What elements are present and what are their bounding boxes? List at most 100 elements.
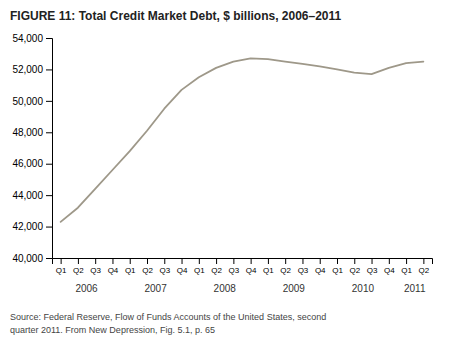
group-label: 2007 xyxy=(145,283,168,294)
tick: 48,000 xyxy=(12,127,52,138)
tick-mark xyxy=(46,38,52,39)
tick: Q4 xyxy=(246,258,257,275)
tick-label: 46,000 xyxy=(12,158,43,169)
tick-label: Q4 xyxy=(108,266,119,275)
group-label: 2009 xyxy=(283,283,306,294)
tick: Q3 xyxy=(298,258,309,275)
tick: Q2 xyxy=(211,258,222,275)
tick-label: 52,000 xyxy=(12,64,43,75)
tick: Q4 xyxy=(108,258,119,275)
tick-mark xyxy=(320,258,321,264)
tick-mark xyxy=(337,258,338,264)
tick: 44,000 xyxy=(12,190,52,201)
title: FIGURE 11: Total Credit Market Debt, $ b… xyxy=(10,9,342,23)
tick-label: Q2 xyxy=(280,266,291,275)
tick-mark xyxy=(164,258,165,264)
tick: Q1 xyxy=(125,258,136,275)
tick-label: 42,000 xyxy=(12,221,43,232)
tick: 50,000 xyxy=(12,96,52,107)
tick-label: Q4 xyxy=(246,266,257,275)
tick-mark xyxy=(233,258,234,264)
tick: Q3 xyxy=(90,258,101,275)
annotation: Source: Federal Reserve, Flow of Funds A… xyxy=(10,312,326,322)
tick-mark xyxy=(46,164,52,165)
tick-mark xyxy=(406,258,407,264)
tick-label: Q3 xyxy=(298,266,309,275)
tick: Q1 xyxy=(401,258,412,275)
tick-label: 44,000 xyxy=(12,190,43,201)
tick: 42,000 xyxy=(12,221,52,232)
marks xyxy=(61,58,424,221)
tick-label: Q1 xyxy=(125,266,136,275)
tick-mark xyxy=(46,101,52,102)
tick: Q3 xyxy=(159,258,170,275)
tick-mark xyxy=(285,258,286,264)
tick-mark xyxy=(302,258,303,264)
tick: Q2 xyxy=(419,258,430,275)
group-label: 2010 xyxy=(352,283,375,294)
line xyxy=(61,58,424,221)
tick-label: 40,000 xyxy=(12,253,43,264)
tick-label: Q1 xyxy=(263,266,274,275)
axis-line xyxy=(53,259,433,265)
y-axis: 40,000 42,000 44,000 46,000 48,000 50,000 52,0… xyxy=(12,33,52,264)
tick: Q1 xyxy=(56,258,67,275)
tick-label: Q4 xyxy=(177,266,188,275)
tick-mark xyxy=(423,258,424,264)
tick-label: Q2 xyxy=(73,266,84,275)
tick: 54,000 xyxy=(12,33,52,44)
tick: Q1 xyxy=(194,258,205,275)
tick: Q2 xyxy=(280,258,291,275)
tick: Q2 xyxy=(142,258,153,275)
chart: FIGURE 11: Total Credit Market Debt, $ b… xyxy=(0,0,450,350)
group-label: 2006 xyxy=(75,283,98,294)
tick: Q1 xyxy=(332,258,343,275)
group-label: 2011 xyxy=(404,283,426,294)
tick-label: Q1 xyxy=(332,266,343,275)
tick-label: Q3 xyxy=(229,266,240,275)
plot: 40,000 42,000 44,000 46,000 48,000 50,000 52,0… xyxy=(12,33,432,294)
tick-mark xyxy=(46,69,52,70)
tick-mark xyxy=(268,258,269,264)
category-groups: 2006 2007 2008 2009 2010 2011 xyxy=(75,283,425,294)
tick-mark xyxy=(354,258,355,264)
tick: Q4 xyxy=(177,258,188,275)
tick-label: Q1 xyxy=(194,266,205,275)
tick-label: Q4 xyxy=(384,266,395,275)
tick-label: Q2 xyxy=(211,266,222,275)
tick-mark xyxy=(372,258,373,264)
tick-label: Q3 xyxy=(90,266,101,275)
tick-mark xyxy=(216,258,217,264)
tick-label: Q2 xyxy=(142,266,153,275)
tick-mark xyxy=(46,195,52,196)
tick-mark xyxy=(46,227,52,228)
tick-label: Q1 xyxy=(401,266,412,275)
tick-label: Q3 xyxy=(367,266,378,275)
tick-mark xyxy=(389,258,390,264)
tick-mark xyxy=(251,258,252,264)
tick: Q4 xyxy=(384,258,395,275)
group-label: 2008 xyxy=(214,283,237,294)
tick-mark xyxy=(147,258,148,264)
tick-label: Q1 xyxy=(56,266,67,275)
x-axis: Q1 Q2 Q3 Q4 Q1 Q2 Q3 Q4 Q1 Q2 Q3 Q4 Q1 Q2 Q3 Q4 Q1 Q2 Q3 Q4… xyxy=(53,258,433,275)
tick-mark xyxy=(46,258,52,259)
tick: Q2 xyxy=(73,258,84,275)
tick-mark xyxy=(112,258,113,264)
tick: Q1 xyxy=(263,258,274,275)
tick-mark xyxy=(46,132,52,133)
axis-line xyxy=(46,39,53,259)
tick: 46,000 xyxy=(12,158,52,169)
tick-label: Q2 xyxy=(419,266,430,275)
tick-label: Q4 xyxy=(315,266,326,275)
tick-label: 50,000 xyxy=(12,96,43,107)
tick: Q3 xyxy=(229,258,240,275)
tick: 52,000 xyxy=(12,64,52,75)
tick-mark xyxy=(78,258,79,264)
tick-label: 54,000 xyxy=(12,33,43,44)
tick-mark xyxy=(199,258,200,264)
tick: 40,000 xyxy=(12,253,52,264)
annotation: quarter 2011. From New Depression, Fig. … xyxy=(10,325,215,335)
tick-mark xyxy=(61,258,62,264)
tick-mark xyxy=(95,258,96,264)
